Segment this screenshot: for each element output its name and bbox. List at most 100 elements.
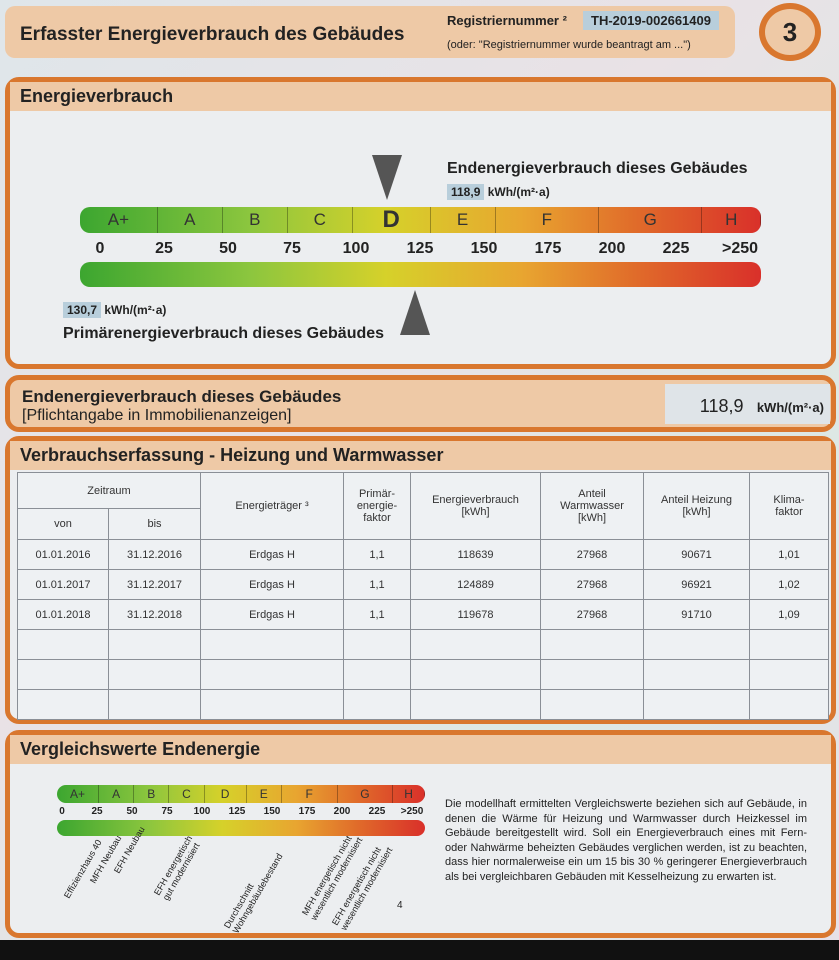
table-cell [749,659,829,690]
footnote-marker: 4 [397,900,403,911]
table-cell: 01.01.2018 [17,599,109,630]
comparison-ticks: 0 25 50 75 100 125 150 175 200 225 >250 [59,806,423,820]
energy-class-D: D [205,785,247,803]
table-cell: Erdgas H [200,539,344,570]
table-cell: 27968 [540,569,644,600]
table-cell: 1,09 [749,599,829,630]
arrow-up-icon [400,290,430,335]
table-row [17,659,829,690]
tick-label: 150 [470,240,498,257]
registration-number: TH-2019-002661409 [583,11,719,30]
consumption-table: Zeitraum Energieträger ³ Primär- energie… [17,472,829,720]
energy-class-A: A [99,785,135,803]
tick-label: 125 [406,240,434,257]
table-cell [343,659,411,690]
header-verbrauch: Energieverbrauch [kWh] [410,472,541,540]
table-cell: 27968 [540,539,644,570]
table-row [17,689,829,720]
table-cell: 119678 [410,599,541,630]
energy-class-B: B [134,785,170,803]
table-cell [200,629,344,660]
header-box: Erfasster Energieverbrauch des Gebäudes … [5,6,735,58]
header-heizung: Anteil Heizung [kWh] [643,472,750,540]
table-cell [17,689,109,720]
tick-label: 225 [662,240,690,257]
tick-label: 25 [91,806,103,817]
table-cell [540,659,644,690]
table-cell [17,659,109,690]
summary-subtitle: [Pflichtangabe in Immobilienanzeigen] [22,407,292,424]
table-cell [643,629,750,660]
header-bis: bis [108,508,201,540]
tick-label: 175 [298,806,316,817]
energy-class-C: C [169,785,205,803]
energy-class-H: H [393,785,425,803]
energy-class-scale: A+ A B C D E F G H [80,207,761,233]
tick-label: 25 [155,240,173,257]
header-von: von [17,508,109,540]
registration-note: (oder: "Registriernummer wurde beantragt… [447,39,691,51]
table-cell [17,629,109,660]
table-cell [749,629,829,660]
energy-class-F: F [282,785,338,803]
section-title: Verbrauchserfassung - Heizung und Warmwa… [10,441,831,470]
comparison-section: Vergleichswerte Endenergie [5,730,836,938]
table-cell: 118639 [410,539,541,570]
table-row: 01.01.2018 31.12.2018 Erdgas H 1,1 119678 279… [17,599,829,630]
tick-label: 150 [263,806,281,817]
table-cell [108,629,201,660]
table-cell: Erdgas H [200,599,344,630]
end-energy-value: 118,9 kWh/(m²·a) [447,184,550,200]
energy-class-Aplus: A+ [80,207,158,233]
summary-title: Endenergieverbrauch dieses Gebäudes [22,387,342,406]
table-row: 01.01.2017 31.12.2017 Erdgas H 1,1 124889 279… [17,569,829,600]
registration-label: Registriernummer ² [447,13,567,28]
arrow-down-icon [372,155,402,200]
energy-class-D: D [353,207,431,233]
table-row [17,629,829,660]
table-cell [643,659,750,690]
table-cell: 01.01.2017 [17,569,109,600]
energy-class-G: G [599,207,703,233]
tick-label: 100 [342,240,370,257]
scale-ticks: 0 25 50 75 100 125 150 175 200 225 >250 [96,240,758,260]
table-cell: 31.12.2016 [108,539,201,570]
section-title: Energieverbrauch [10,82,831,111]
table-cell: 1,1 [343,539,411,570]
comparison-class-scale: A+ A B C D E F G H [57,785,425,803]
table-cell [540,629,644,660]
tick-label: 0 [59,806,65,817]
table-cell: 31.12.2018 [108,599,201,630]
energy-class-G: G [338,785,394,803]
energy-class-Aplus: A+ [57,785,100,803]
table-cell: 124889 [410,569,541,600]
table-cell [540,689,644,720]
summary-section: Endenergieverbrauch dieses Gebäudes [Pfl… [5,375,836,432]
primary-energy-value: 130,7 kWh/(m²·a) [63,302,166,318]
end-unit: kWh/(m²·a) [487,185,550,199]
end-value: 118,9 [447,184,485,200]
tick-label: 200 [598,240,626,257]
table-cell: 01.01.2016 [17,539,109,570]
primary-energy-label: Primärenergieverbrauch dieses Gebäudes [63,325,385,342]
energy-class-E: E [247,785,282,803]
tick-label: 50 [219,240,237,257]
table-cell [410,659,541,690]
table-cell [343,629,411,660]
section-title: Vergleichswerte Endenergie [10,735,831,764]
tick-label: 0 [95,240,105,257]
energy-class-A: A [158,207,223,233]
energy-class-F: F [496,207,599,233]
tick-label: >250 [721,240,759,257]
end-energy-label: Endenergieverbrauch dieses Gebäudes [447,160,748,177]
table-cell [108,689,201,720]
table-cell: Erdgas H [200,569,344,600]
tick-label: 175 [534,240,562,257]
table-cell: 91710 [643,599,750,630]
table-cell: 1,01 [749,539,829,570]
table-cell: 90671 [643,539,750,570]
energy-class-E: E [431,207,496,233]
header-traeger: Energieträger ³ [200,472,344,540]
table-cell [749,689,829,720]
tick-label: 100 [193,806,211,817]
